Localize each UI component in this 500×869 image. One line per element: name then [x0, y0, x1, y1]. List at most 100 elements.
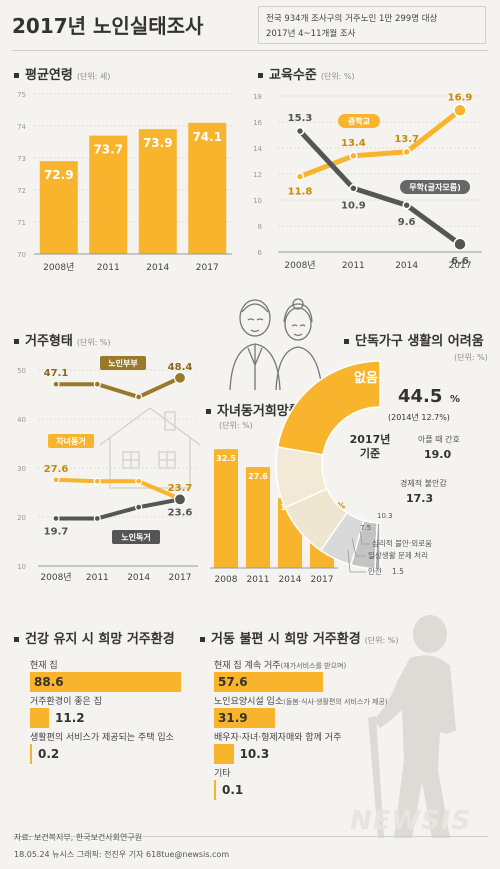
y-tick-label: 10	[17, 563, 26, 571]
data-label: 13.4	[341, 138, 366, 149]
bar-value-label: 0.2	[38, 747, 60, 761]
bar-category-text: 노인요양시설 입소	[214, 697, 284, 707]
data-label: 27.6	[44, 464, 69, 475]
legend-tag	[112, 530, 160, 544]
data-point	[349, 184, 358, 193]
data-label-suffix: %	[337, 501, 345, 510]
legend-tag-middle-school-label: 중학교	[348, 116, 371, 126]
bar-category-text: 생활편의 서비스가 제공되는 주택 입소	[30, 733, 174, 743]
bar-category-text: 기타	[214, 769, 231, 779]
residence-section-title: 거주형태 (단위: %)	[14, 330, 111, 349]
center-label: 2017년	[350, 432, 391, 446]
slice-value: 19.0	[424, 448, 451, 461]
bar	[214, 744, 234, 764]
data-point	[52, 476, 60, 484]
data-label: 48.4	[168, 362, 193, 373]
data-point	[52, 380, 60, 388]
bar	[30, 672, 181, 692]
data-label: 6.6	[451, 256, 469, 267]
bar	[214, 449, 238, 568]
page-title: 2017년 노인실태조사	[12, 14, 204, 38]
data-label: 74.1	[192, 130, 222, 144]
data-point	[349, 151, 358, 161]
y-tick-label: 40	[17, 416, 26, 424]
bar	[214, 708, 275, 728]
data-point	[52, 514, 60, 523]
survey-note-line2: 2017년 4~11개월 조사	[266, 29, 356, 39]
x-tick-label: 2011	[247, 575, 270, 585]
footer-credit: 18.05.24 뉴시스 그래픽: 전진우 기자 618tue@newsis.c…	[14, 850, 230, 859]
center-label: 기준	[360, 446, 380, 460]
cohabit-section-title: 자녀동거희망률	[206, 400, 301, 419]
difficulty-title: 단독가구 생활의 어려움	[355, 334, 484, 349]
data-point	[295, 126, 305, 136]
data-point	[402, 147, 411, 157]
education-unit: (단위: %)	[320, 72, 355, 81]
bar	[188, 122, 227, 254]
legend-tag-label: 노인부부	[108, 358, 138, 368]
bar	[89, 135, 128, 254]
data-point	[453, 103, 467, 118]
data-label: 47.1	[44, 368, 69, 379]
y-tick-label: 12	[253, 171, 262, 179]
bar-category-label: 생활편의 서비스가 제공되는 주택 입소	[30, 730, 174, 743]
data-point	[295, 172, 305, 181]
bar-category-label: 현재 집 계속 거주(재가서비스를 받으며)	[214, 658, 346, 671]
series-line	[297, 107, 463, 180]
elderly-man-figure	[229, 299, 281, 390]
legend-tag-no-schooling-label: 무학(글자모름)	[409, 182, 460, 192]
residence-title: 거주형태	[25, 334, 73, 349]
bar	[30, 708, 50, 728]
data-label: 11.8	[288, 187, 313, 198]
education-title: 교육수준	[269, 68, 317, 83]
y-tick-label: 16	[253, 119, 262, 127]
bullet-square-icon	[14, 637, 19, 642]
x-tick-label: 2017	[449, 261, 472, 271]
series-line	[54, 497, 182, 521]
y-tick-label: 20	[17, 514, 26, 522]
walking-elderly-silhouette	[368, 615, 456, 838]
bar-category-text: 배우자·자녀·형제자매와 함께 거주	[214, 733, 342, 743]
data-point	[93, 380, 101, 388]
bullet-square-icon	[344, 339, 349, 344]
data-point	[93, 477, 101, 485]
data-point	[135, 503, 143, 511]
bar-value-label: 88.6	[34, 675, 64, 689]
x-tick-label: 2008	[215, 575, 238, 585]
elderly-woman-figure	[275, 298, 323, 390]
bar-category-label: 거주환경이 좋은 집	[30, 694, 102, 707]
y-tick-label: 10	[253, 197, 262, 205]
data-label: 19.7	[44, 526, 69, 537]
donut-slice	[374, 522, 381, 570]
x-tick-label: 2014	[395, 261, 418, 271]
age-title: 평균연령	[25, 68, 73, 83]
difficulty-section-title: 단독가구 생활의 어려움	[344, 330, 484, 349]
impaired-unit: (단위: %)	[364, 636, 399, 645]
bar-value-label: 57.6	[218, 675, 248, 689]
bar-category-label: 배우자·자녀·형제자매와 함께 거주	[214, 730, 341, 743]
impaired-section-title: 거동 불편 시 희망 거주환경 (단위: %)	[200, 628, 398, 647]
slice-label: 없음	[354, 370, 378, 386]
data-point	[93, 514, 101, 523]
slice-label: 일상생활 문제 처리	[368, 550, 428, 560]
bar-category-note: (돌봄·식사·생활편의 서비스가 제공)	[283, 698, 388, 706]
x-tick-label: 2017	[311, 575, 334, 585]
bar-category-label: 기타	[214, 766, 231, 779]
healthy-title: 건강 유지 시 희망 거주환경	[25, 632, 175, 647]
data-point	[135, 477, 143, 485]
slice-label: 경제적 불안감	[400, 478, 447, 488]
slice-value: 44.5	[398, 386, 442, 407]
impaired-title: 거동 불편 시 희망 거주환경	[211, 632, 361, 647]
bar	[214, 672, 324, 692]
x-tick-label: 2011	[342, 261, 365, 271]
y-tick-label: 6	[258, 249, 263, 257]
x-tick-label: 2011	[97, 263, 120, 273]
bar-category-text: 거주환경이 좋은 집	[30, 697, 102, 707]
y-tick-label: 72	[17, 187, 26, 195]
bullet-square-icon	[14, 73, 19, 78]
slice-value: 17.3	[406, 492, 433, 505]
data-label: 15.3	[288, 113, 313, 124]
cohabit-unit: (단위: %)	[219, 421, 253, 430]
